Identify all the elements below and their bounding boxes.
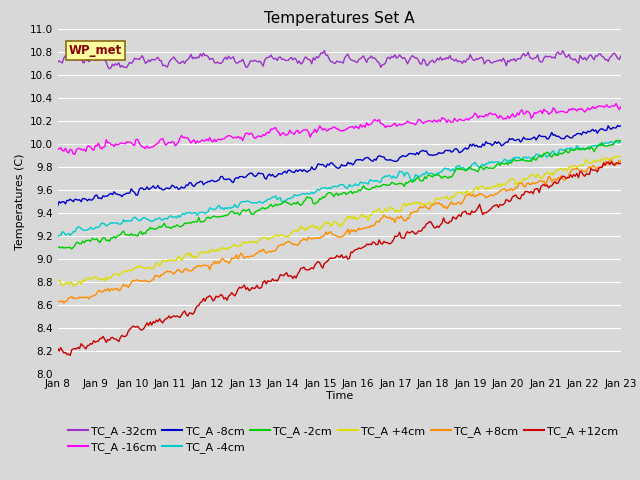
TC_A -2cm (54, 245, 61, 251)
TC_A -16cm (71, 152, 79, 157)
TC_A -32cm (124, 62, 132, 68)
Line: TC_A -4cm: TC_A -4cm (58, 141, 621, 237)
TC_A -32cm (589, 55, 596, 60)
TC_A +4cm (70, 283, 77, 289)
TC_A +4cm (614, 154, 621, 159)
TC_A -4cm (250, 200, 257, 205)
TC_A +12cm (587, 166, 595, 171)
TC_A -4cm (617, 138, 625, 144)
TC_A +12cm (242, 287, 250, 292)
TC_A -8cm (241, 175, 248, 180)
TC_A -4cm (300, 191, 308, 196)
TC_A -2cm (223, 213, 231, 218)
TC_A -16cm (54, 145, 61, 151)
TC_A -4cm (241, 199, 248, 204)
TC_A -8cm (250, 173, 257, 179)
Line: TC_A -2cm: TC_A -2cm (58, 140, 621, 249)
TC_A -32cm (223, 57, 231, 62)
TC_A -32cm (301, 54, 309, 60)
Line: TC_A +12cm: TC_A +12cm (58, 162, 621, 356)
TC_A +8cm (223, 259, 231, 264)
TC_A +4cm (617, 154, 625, 160)
TC_A +12cm (124, 329, 132, 335)
TC_A -4cm (123, 218, 131, 224)
TC_A +8cm (617, 159, 625, 165)
TC_A -2cm (616, 137, 623, 143)
TC_A +12cm (223, 297, 231, 303)
TC_A -8cm (614, 122, 621, 128)
TC_A -16cm (617, 104, 625, 109)
TC_A +12cm (607, 159, 615, 165)
TC_A +4cm (242, 240, 250, 246)
Line: TC_A +4cm: TC_A +4cm (58, 156, 621, 286)
TC_A -16cm (124, 139, 132, 145)
TC_A -16cm (252, 135, 259, 141)
Line: TC_A -8cm: TC_A -8cm (58, 125, 621, 206)
TC_A -32cm (242, 64, 250, 70)
TC_A +4cm (587, 160, 595, 166)
Title: Temperatures Set A: Temperatures Set A (264, 11, 415, 26)
TC_A -8cm (54, 203, 61, 209)
TC_A +8cm (587, 166, 595, 172)
Y-axis label: Temperatures (C): Temperatures (C) (15, 153, 26, 250)
TC_A -2cm (124, 232, 132, 238)
TC_A -8cm (300, 167, 308, 173)
TC_A +12cm (67, 353, 74, 359)
TC_A +12cm (617, 160, 625, 166)
TC_A -4cm (54, 234, 61, 240)
Text: WP_met: WP_met (69, 44, 122, 57)
TC_A -8cm (586, 129, 593, 135)
Line: TC_A +8cm: TC_A +8cm (58, 160, 621, 303)
TC_A -8cm (221, 177, 229, 182)
TC_A +8cm (252, 252, 259, 257)
TC_A +8cm (242, 254, 250, 260)
TC_A -16cm (301, 127, 309, 132)
TC_A +8cm (54, 299, 61, 305)
TC_A +12cm (54, 345, 61, 351)
TC_A +8cm (60, 300, 68, 306)
TC_A -2cm (242, 208, 250, 214)
TC_A -32cm (106, 66, 113, 72)
TC_A -16cm (612, 101, 620, 107)
TC_A +12cm (301, 267, 309, 273)
TC_A +4cm (301, 228, 309, 233)
TC_A -16cm (242, 131, 250, 136)
TC_A +8cm (301, 237, 309, 243)
TC_A -8cm (617, 123, 625, 129)
TC_A +4cm (54, 277, 61, 283)
TC_A +8cm (124, 285, 132, 290)
TC_A -4cm (586, 144, 593, 150)
TC_A +4cm (223, 247, 231, 252)
TC_A +4cm (252, 239, 259, 245)
TC_A -2cm (617, 139, 625, 144)
TC_A -4cm (221, 204, 229, 210)
Legend: TC_A -32cm, TC_A -16cm, TC_A -8cm, TC_A -4cm, TC_A -2cm, TC_A +4cm, TC_A +8cm, T: TC_A -32cm, TC_A -16cm, TC_A -8cm, TC_A … (63, 421, 623, 458)
TC_A -2cm (301, 197, 309, 203)
TC_A -2cm (587, 144, 595, 150)
TC_A -32cm (252, 58, 259, 63)
TC_A -2cm (68, 246, 76, 252)
Line: TC_A -32cm: TC_A -32cm (58, 50, 621, 69)
TC_A +4cm (124, 267, 132, 273)
Line: TC_A -16cm: TC_A -16cm (58, 104, 621, 155)
TC_A -8cm (123, 191, 131, 196)
TC_A -16cm (223, 133, 231, 139)
TC_A -32cm (54, 60, 61, 65)
TC_A +12cm (252, 285, 259, 291)
TC_A +8cm (607, 157, 615, 163)
TC_A -32cm (321, 48, 328, 53)
TC_A -2cm (252, 209, 259, 215)
X-axis label: Time: Time (326, 391, 353, 401)
TC_A -32cm (617, 53, 625, 59)
TC_A -16cm (587, 106, 595, 112)
